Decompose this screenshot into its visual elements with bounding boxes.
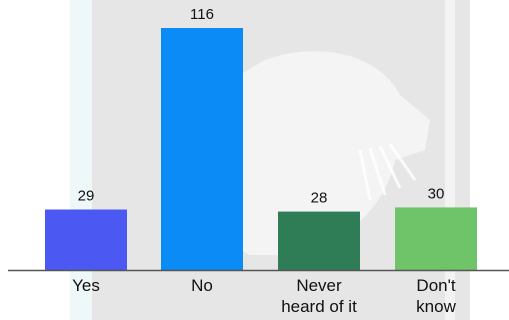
bar-group bbox=[45, 28, 477, 270]
category-label-1-line-0: No bbox=[191, 276, 213, 295]
category-label-2-line-1: heard of it bbox=[281, 297, 357, 316]
watermark-stripe-right bbox=[445, 0, 455, 320]
category-label-group: Yes No Never heard of it Don't know bbox=[72, 276, 456, 316]
bar-3 bbox=[395, 207, 477, 270]
watermark-stripe-left bbox=[70, 0, 92, 320]
value-label-group: 29 116 28 30 bbox=[78, 6, 445, 207]
data-label-0: 29 bbox=[78, 188, 95, 205]
category-label-3-line-0: Don't bbox=[416, 276, 455, 295]
watermark-whiskers bbox=[358, 143, 417, 201]
category-label-3-line-1: know bbox=[416, 297, 456, 316]
bar-0 bbox=[45, 209, 127, 270]
bar-1 bbox=[161, 28, 243, 270]
data-label-1: 116 bbox=[190, 6, 214, 23]
watermark-rat-shape bbox=[190, 51, 430, 256]
data-label-3: 30 bbox=[428, 185, 445, 202]
category-label-0-line-0: Yes bbox=[72, 276, 100, 295]
data-label-2: 28 bbox=[311, 190, 328, 207]
category-label-2-line-0: Never bbox=[296, 276, 342, 295]
bar-2 bbox=[278, 211, 360, 270]
